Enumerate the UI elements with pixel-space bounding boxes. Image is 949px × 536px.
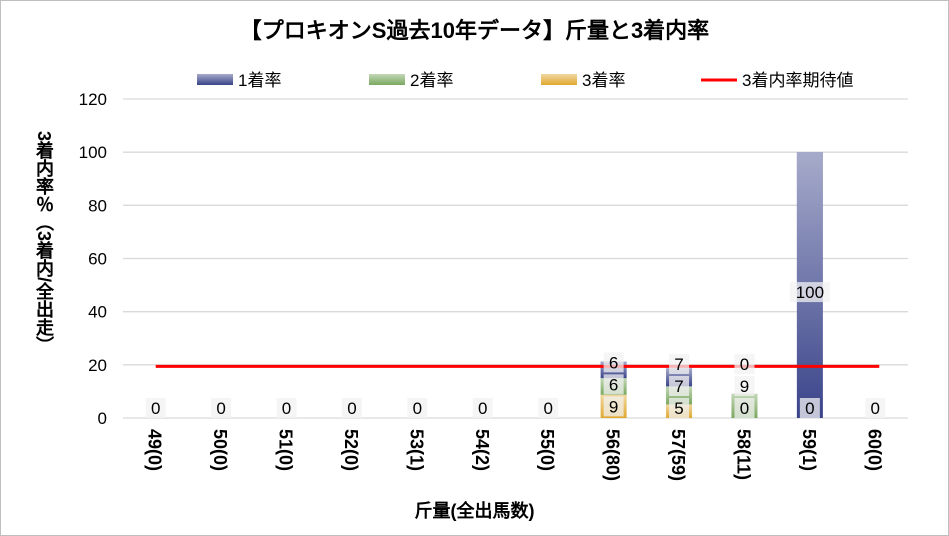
x-axis-title: 斤量(全出馬数) [414,501,535,521]
data-label-bg [407,398,428,418]
data-label: 0 [805,399,814,418]
data-label-bg [669,376,690,396]
x-tick-label: 57(59) [668,429,688,481]
x-tick-label: 49(0) [145,429,165,471]
data-label: 0 [740,355,749,374]
data-label: 0 [151,399,160,418]
data-label: 0 [871,399,880,418]
y-tick-label: 20 [88,356,107,375]
data-label-bg [276,398,297,418]
data-label: 5 [674,399,683,418]
data-label: 6 [609,375,618,394]
data-label: 6 [609,353,618,372]
legend-swatch-highlight [541,74,577,85]
data-label-bg [669,354,690,374]
data-label: 7 [674,377,683,396]
legend-label: 2着率 [410,71,453,90]
data-label: 7 [674,355,683,374]
x-tick-label: 52(0) [341,429,361,471]
data-label: 100 [796,283,824,302]
legend-label: 3着率 [582,71,625,90]
y-tick-label: 40 [88,303,107,322]
x-tick-label: 55(0) [537,429,557,471]
data-label-bg [789,282,830,303]
legend-label: 1着率 [238,71,281,90]
data-label-bg [472,398,493,418]
data-label: 9 [740,377,749,396]
data-label-bg [341,398,362,418]
legend-label: 3着内率期待値 [742,71,853,90]
legend-swatch-highlight [369,74,405,85]
y-tick-label: 120 [79,90,107,109]
data-label: 0 [216,399,225,418]
x-tick-label: 60(0) [864,429,884,471]
data-label: 0 [282,399,291,418]
data-label-bg [603,352,624,373]
data-label: 0 [347,399,356,418]
y-tick-label: 80 [88,196,107,215]
x-tick-label: 59(1) [799,429,819,471]
data-label-bg [734,376,755,396]
data-label: 0 [740,399,749,418]
data-label-bg [734,398,755,418]
data-label-bg [145,398,166,418]
y-axis-title: 3着内率％（3着内/全出走） [34,131,54,355]
y-tick-label: 100 [79,143,107,162]
x-tick-label: 51(0) [276,429,296,471]
data-label-bg [799,398,820,418]
data-label-bg [211,398,232,418]
data-label: 0 [543,399,552,418]
data-label-bg [603,396,624,417]
legend-swatch-highlight [197,74,233,85]
y-tick-label: 60 [88,250,107,269]
x-tick-label: 56(80) [603,429,623,481]
x-tick-label: 54(2) [472,429,492,471]
x-tick-label: 58(11) [733,429,753,480]
data-label: 9 [609,397,618,416]
data-label-bg [865,398,886,418]
x-tick-label: 50(0) [210,429,230,471]
chart-title: 【プロキオンS過去10年データ】斤量と3着内率 [239,18,710,43]
data-label-bg [603,374,624,395]
data-label-bg [734,354,755,374]
data-label: 0 [413,399,422,418]
y-tick-label: 0 [98,409,107,428]
data-label-bg [538,398,559,418]
data-label-bg [669,398,690,418]
x-tick-label: 53(1) [406,429,426,471]
data-label: 0 [478,399,487,418]
